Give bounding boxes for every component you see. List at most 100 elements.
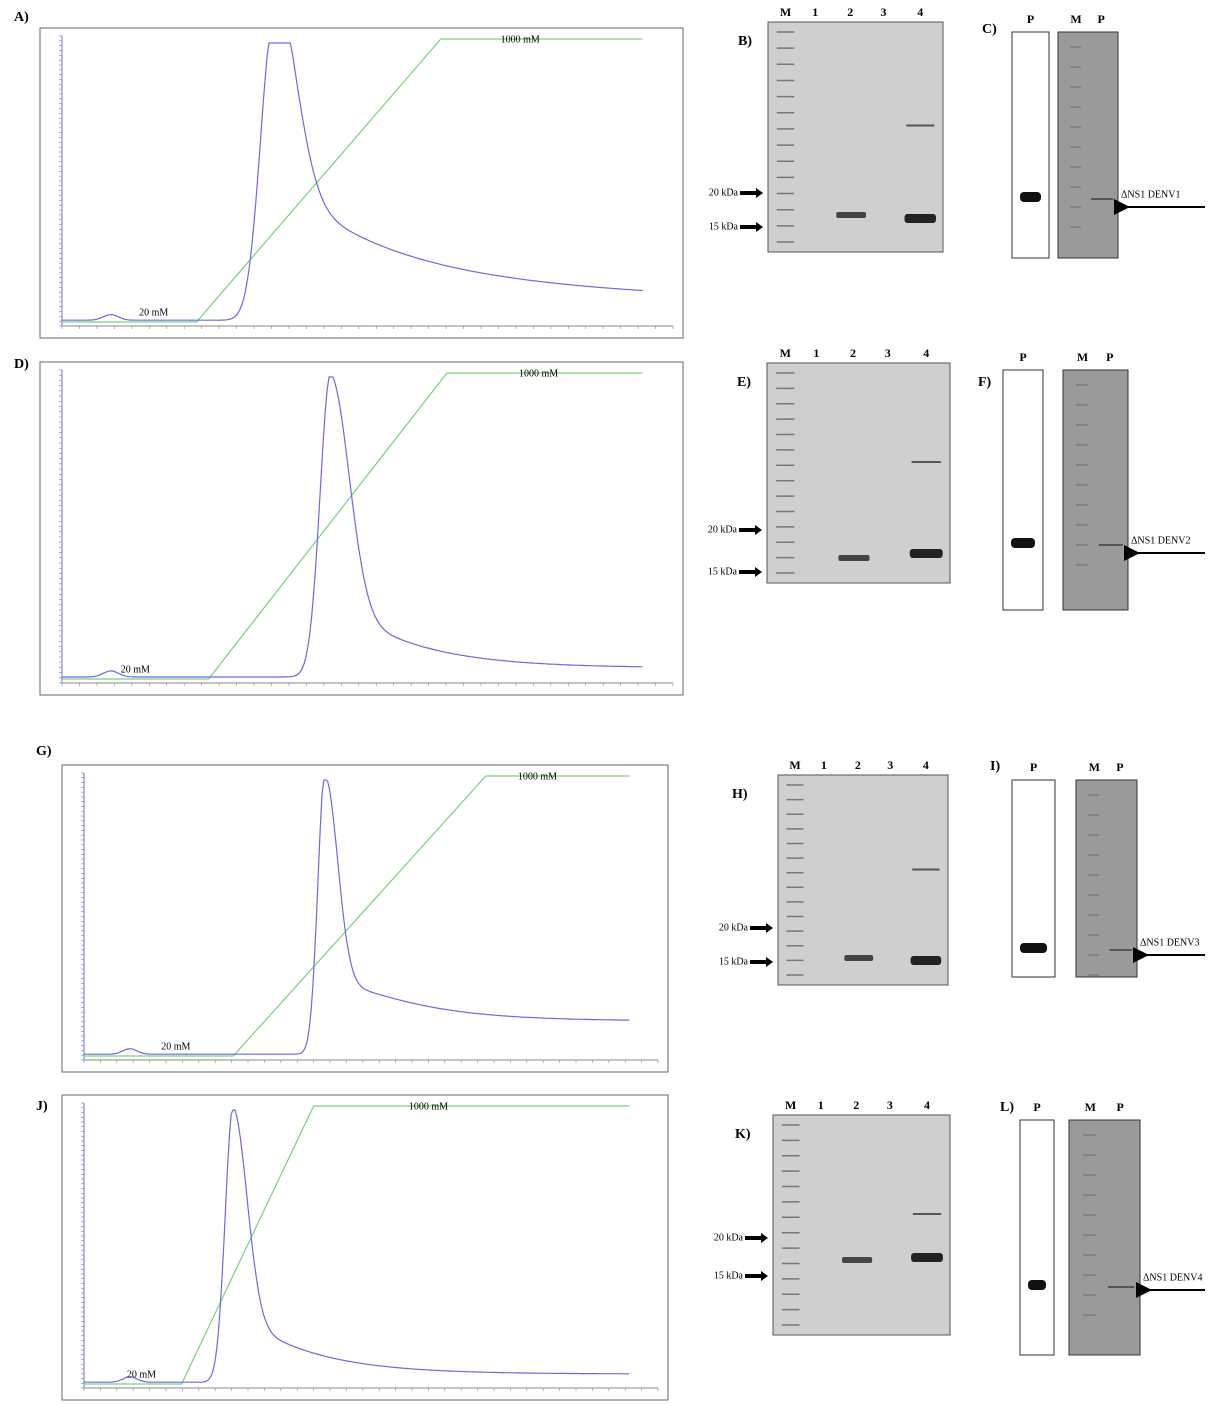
band-label: ΔNS1 DENV2 <box>1131 535 1191 546</box>
marker-arrow <box>750 957 773 967</box>
marker-arrow <box>750 923 773 933</box>
panel-label: J) <box>36 1099 48 1114</box>
marker-label: 15 kDa <box>719 956 749 967</box>
lane-label: P <box>1116 760 1123 774</box>
panel-label: B) <box>738 34 752 49</box>
blot-band <box>1020 943 1047 953</box>
lane-label: M <box>1070 12 1081 26</box>
marker-arrow <box>739 567 762 577</box>
marker-arrow <box>745 1271 768 1281</box>
western-blot <box>1011 31 1050 259</box>
gradient-high-label: 1000 mM <box>518 771 557 782</box>
blot-band <box>1028 1280 1046 1290</box>
lane-label: 2 <box>853 1098 859 1112</box>
chromatogram-frame <box>39 27 684 339</box>
absorbance-curve <box>84 779 630 1055</box>
marker-label: 20 kDa <box>709 187 739 198</box>
marker-label: 15 kDa <box>708 566 738 577</box>
protein-band <box>910 956 942 965</box>
lane-label: M <box>785 1098 796 1112</box>
lane-label: P <box>1033 1100 1040 1114</box>
protein-band <box>904 214 936 223</box>
lane-label: 1 <box>813 346 819 360</box>
lane-label: 1 <box>812 5 818 19</box>
gel <box>766 362 951 584</box>
gradient-high-label: 1000 mM <box>519 368 558 379</box>
lane-label: 4 <box>924 1098 930 1112</box>
gradient-low-label: 20 mM <box>161 1041 190 1052</box>
gradient-low-label: 20 mM <box>127 1369 156 1380</box>
band-label: ΔNS1 DENV3 <box>1140 937 1200 948</box>
lane-label: P <box>1030 760 1037 774</box>
gradient-high-label: 1000 mM <box>501 34 540 45</box>
lane-label: 1 <box>818 1098 824 1112</box>
marker-label: 15 kDa <box>714 1270 744 1281</box>
protein-band <box>909 549 943 558</box>
lane-label: 3 <box>887 758 893 772</box>
panel-label: K) <box>735 1127 751 1142</box>
lane-label: M <box>1085 1100 1096 1114</box>
marker-arrow <box>740 222 763 232</box>
marker-label: 20 kDa <box>708 524 738 535</box>
chromatogram-frame <box>61 1094 669 1401</box>
lane-label: 3 <box>881 5 887 19</box>
gel <box>772 1114 951 1336</box>
absorbance-curve <box>62 376 643 678</box>
band-label: ΔNS1 DENV1 <box>1121 189 1181 200</box>
lane-label: 1 <box>821 758 827 772</box>
lane-label: 4 <box>923 758 929 772</box>
gradient-high-label: 1000 mM <box>409 1101 448 1112</box>
lane-label: 3 <box>887 1098 893 1112</box>
western-blot <box>1019 1119 1055 1356</box>
protein-band <box>844 955 874 961</box>
lane-label: P <box>1116 1100 1123 1114</box>
lane-label: P <box>1027 12 1034 26</box>
lane-label: 2 <box>850 346 856 360</box>
chromatogram-frame <box>61 764 669 1073</box>
marker-arrow <box>739 525 762 535</box>
marker-label: 20 kDa <box>714 1232 744 1243</box>
marker-label: 20 kDa <box>719 922 749 933</box>
blot-band <box>1011 538 1035 548</box>
lane-label: M <box>780 5 791 19</box>
lane-label: 2 <box>855 758 861 772</box>
absorbance-curve <box>84 1109 630 1383</box>
lane-label: 4 <box>917 5 923 19</box>
lane-label: M <box>1089 760 1100 774</box>
panel-label: H) <box>732 787 748 802</box>
panel-label: F) <box>978 375 992 390</box>
marker-arrow <box>740 188 763 198</box>
lane-label: M <box>780 346 791 360</box>
panel-label: E) <box>737 375 751 390</box>
panel-label: C) <box>982 22 997 37</box>
gradient-line <box>84 1105 630 1385</box>
gradient-low-label: 20 mM <box>139 307 168 318</box>
lane-label: P <box>1106 350 1113 364</box>
coomassie-strip <box>1075 779 1138 978</box>
panel-label: A) <box>14 10 29 25</box>
panel-label: I) <box>990 759 1000 774</box>
western-blot <box>1002 369 1044 611</box>
protein-band <box>911 1253 943 1262</box>
coomassie-strip <box>1068 1119 1141 1356</box>
lane-label: 3 <box>885 346 891 360</box>
marker-label: 15 kDa <box>709 221 739 232</box>
absorbance-curve <box>62 42 643 321</box>
coomassie-strip <box>1062 369 1129 611</box>
lane-label: P <box>1098 12 1105 26</box>
panel-label: D) <box>14 357 29 372</box>
panel-label: L) <box>1000 1100 1014 1115</box>
gradient-low-label: 20 mM <box>121 664 150 675</box>
gradient-line <box>62 38 643 323</box>
gel <box>777 774 949 986</box>
panel-label: G) <box>36 744 52 759</box>
blot-band <box>1020 192 1041 202</box>
protein-band <box>838 555 870 561</box>
lane-label: M <box>1077 350 1088 364</box>
lane-label: 2 <box>847 5 853 19</box>
chromatogram-frame <box>39 361 684 696</box>
lane-label: 4 <box>923 346 929 360</box>
band-label: ΔNS1 DENV4 <box>1143 1272 1203 1283</box>
lane-label: P <box>1019 350 1026 364</box>
